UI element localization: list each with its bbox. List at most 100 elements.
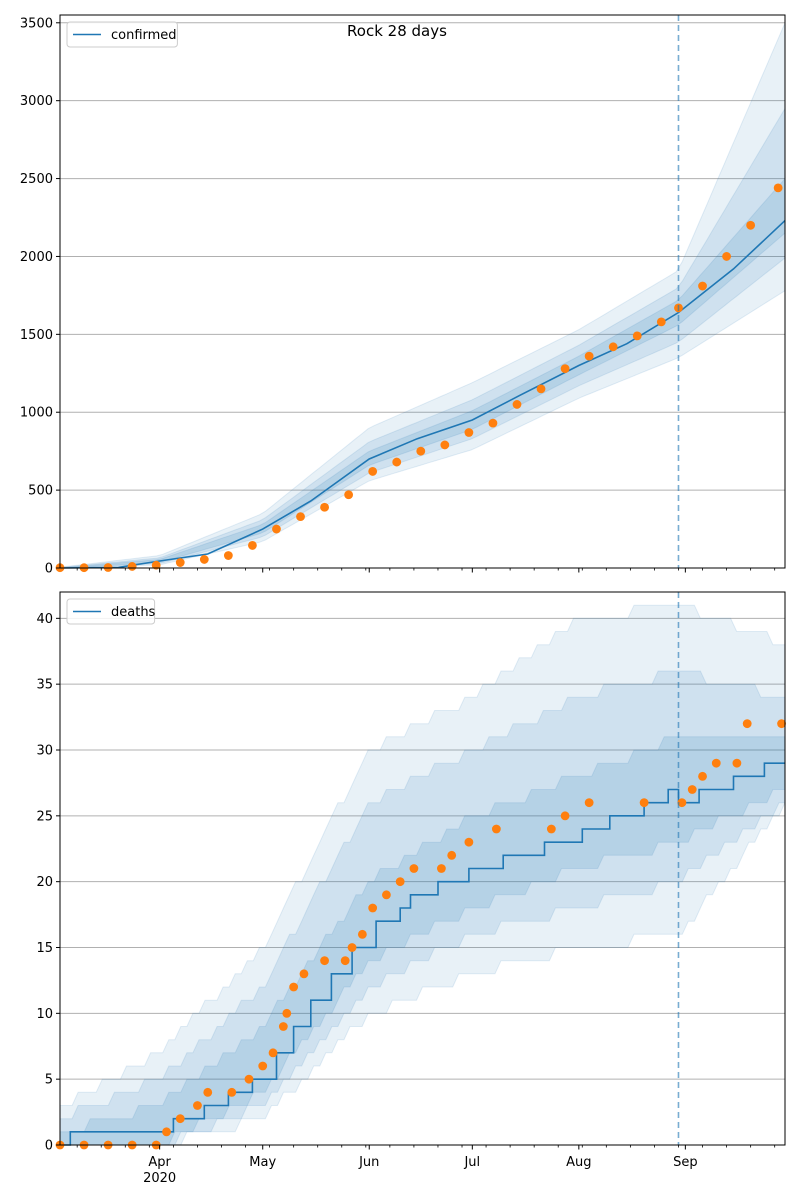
plot-frame [59,591,786,1146]
observed-point [711,758,721,768]
y-tick-label: 500 [28,484,53,499]
y-tick-label: 0 [45,562,53,577]
x-tick-label: Aug [566,1155,591,1170]
observed-point [320,956,329,966]
legend-label: confirmed [111,28,177,43]
observed-point [347,943,357,952]
y-tick-label: 20 [36,875,53,890]
observed-point [223,551,233,560]
observed-point [416,446,426,456]
plot-frame [59,14,786,569]
observed-point [382,890,391,900]
y-tick-label: 3500 [20,16,53,31]
observed-point [175,558,185,567]
observed-point [127,562,137,571]
x-tick-label: Apr [148,1155,171,1170]
y-tick-label: 2000 [20,250,53,265]
x-tick-label: May [249,1155,276,1170]
observed-point [687,785,697,794]
x-tick-label: Jul [463,1155,480,1170]
observed-point [392,457,402,467]
observed-point [175,1114,185,1124]
observed-point [244,1074,254,1084]
observed-point [357,929,367,939]
y-tick-label: 40 [36,612,53,627]
observed-point [227,1087,237,1097]
y-tick-label: 3000 [20,94,53,109]
observed-point [656,317,666,327]
y-tick-label: 2500 [20,172,53,187]
prediction-band-middle [59,106,786,569]
observed-point [368,467,378,476]
observed-point [773,183,783,193]
observed-point [409,864,419,873]
observed-point [258,1061,268,1071]
y-tick-label: 25 [36,809,53,824]
y-tick-label: 1000 [20,406,53,421]
observed-point [742,719,752,729]
observed-point [536,384,546,394]
observed-point [272,524,281,534]
observed-point [368,903,378,913]
observed-point [299,969,309,979]
model-median-line [60,762,785,1146]
y-tick-label: 5 [45,1073,53,1088]
observed-point [608,342,618,352]
x-tick-label: Jun [358,1155,379,1170]
observed-point [151,560,161,570]
observed-point [464,837,474,847]
observed-point [447,850,457,860]
prediction-band-inner [59,177,786,569]
y-tick-label: 0 [45,1139,53,1154]
observed-point [203,1087,213,1097]
y-tick-label: 35 [36,678,53,693]
observed-point [560,364,570,374]
observed-point [632,331,642,341]
confirmed-panel: 0 500 1000 1500 2000 2500 3000 3500 confirmed [20,14,786,577]
observed-point [289,982,299,992]
observed-point [488,418,498,428]
observed-point [698,281,707,291]
observed-point [639,798,649,808]
observed-point [777,719,786,729]
x-tick-label: Sep [673,1155,698,1170]
observed-point [732,758,742,768]
observed-point [199,555,209,564]
observed-point [344,490,354,500]
observed-point [560,811,570,821]
observed-point [491,824,501,834]
y-tick-label: 10 [36,1007,53,1022]
observed-point [440,440,450,450]
observed-point [677,798,687,808]
observed-point [268,1048,278,1058]
observed-point [296,512,305,521]
observed-point [278,1022,288,1031]
observed-point [340,956,350,966]
legend-box [66,21,178,48]
observed-point [436,864,446,873]
observed-point [395,877,405,887]
y-tick-label: 30 [36,744,53,759]
observed-point [320,502,329,512]
x-tick-sublabel: 2020 [143,1171,176,1186]
observed-point [584,798,594,808]
observed-point [584,351,594,361]
legend-label: deaths [111,605,156,620]
observed-point [162,1127,171,1137]
observed-point [546,824,556,834]
observed-point [464,428,474,437]
observed-point [746,220,756,230]
chart-title: Rock 28 days [347,22,447,40]
y-tick-label: 15 [36,941,53,956]
observed-point [193,1101,202,1110]
y-tick-label: 1500 [20,328,53,343]
observed-point [722,252,731,261]
observed-point [248,541,257,550]
observed-point [282,1008,292,1018]
legend-box [66,598,156,625]
observed-point [512,400,522,409]
observed-point [698,771,707,781]
